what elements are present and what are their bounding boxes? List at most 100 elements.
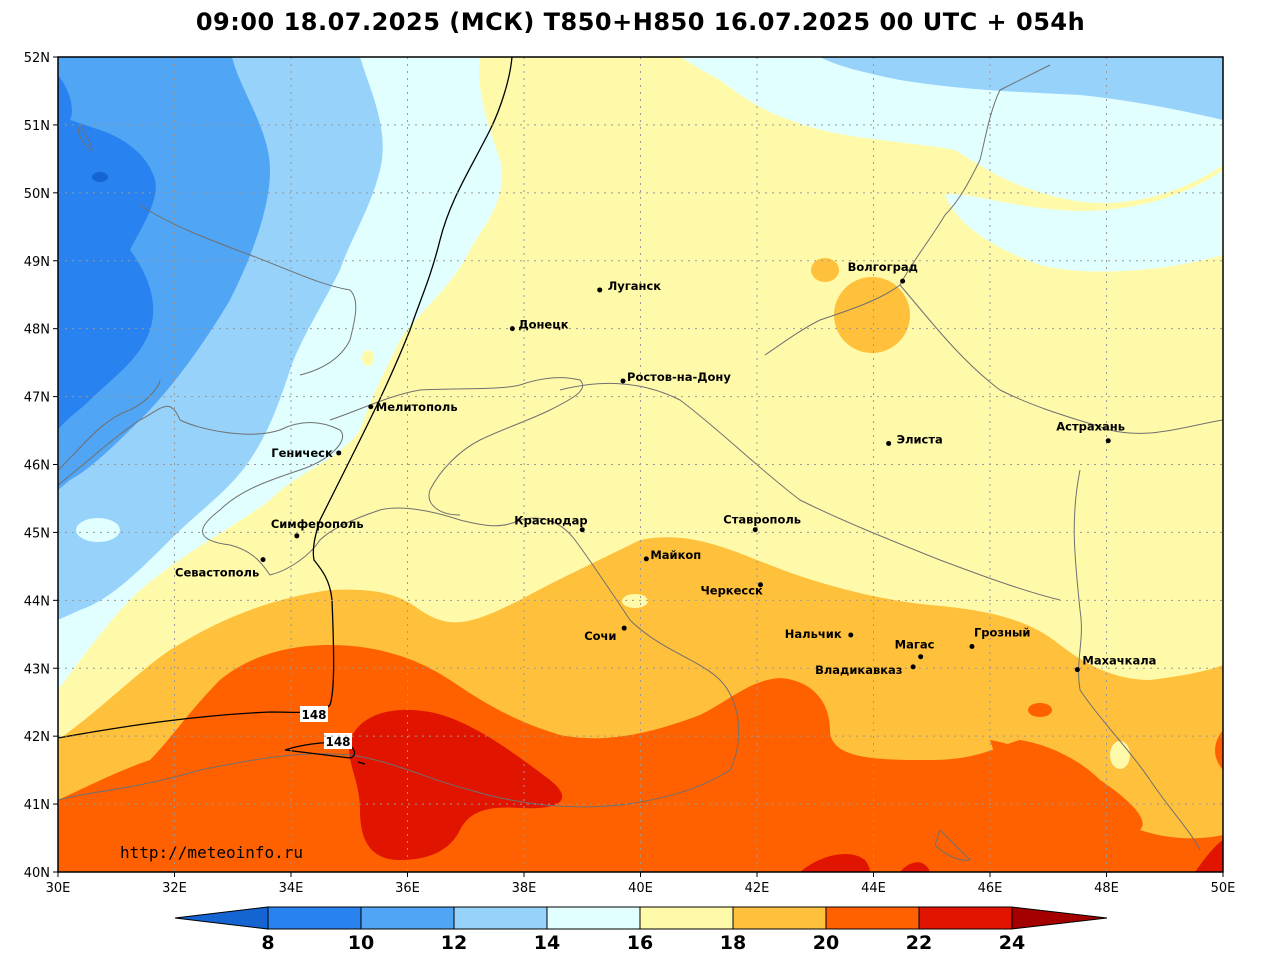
- colorbar: 8 10 12 14 16 18 20 22 24: [174, 906, 1108, 954]
- city-label: Майкоп: [650, 548, 701, 562]
- colorbar-extend-low: [174, 906, 269, 930]
- colorbar-label: 24: [999, 932, 1025, 954]
- lat-label: 45N: [24, 526, 50, 541]
- city-marker: Майкоп: [643, 548, 701, 562]
- city-marker: Грозный: [969, 626, 1030, 650]
- lat-label: 47N: [24, 391, 50, 406]
- lon-label: 38E: [512, 881, 537, 896]
- city-marker: Волгоград: [848, 260, 918, 284]
- lon-label: 30E: [46, 881, 71, 896]
- colorbar-segment: [732, 906, 827, 930]
- colorbar-segment: [267, 906, 362, 930]
- city-label: Ростов-на-Дону: [627, 370, 731, 384]
- city-marker: Мелитополь: [368, 400, 458, 414]
- isohypse-labels: 148 148: [300, 706, 352, 749]
- city-label: Симферополь: [271, 517, 364, 531]
- source-url: http://meteoinfo.ru: [120, 843, 303, 862]
- lat-label: 48N: [24, 323, 50, 338]
- city-dot: [910, 664, 916, 670]
- city-label: Нальчик: [785, 627, 842, 641]
- city-marker: Черкесск: [700, 582, 763, 598]
- city-dot: [260, 557, 266, 563]
- city-label: Севастополь: [175, 566, 259, 580]
- city-dot: [643, 556, 649, 562]
- latitude-labels: 52N 51N 50N 49N 48N 47N 46N 45N 44N 43N 42N 41N 40N: [24, 51, 58, 881]
- city-label: Луганск: [608, 279, 662, 293]
- lat-label: 46N: [24, 459, 50, 474]
- city-marker: Элиста: [886, 432, 943, 446]
- colorbar-label: 16: [627, 932, 653, 954]
- city-dot: [597, 287, 603, 293]
- city-label: Сочи: [584, 629, 616, 643]
- city-label: Волгоград: [848, 260, 918, 274]
- city-dot: [848, 632, 854, 638]
- city-dot: [579, 527, 585, 533]
- city-label: Махачкала: [1082, 654, 1156, 668]
- band-8-10-w: [58, 75, 156, 430]
- lon-label: 42E: [745, 881, 770, 896]
- colorbar-label: 14: [534, 932, 560, 954]
- lon-label: 46E: [978, 881, 1003, 896]
- city-dot: [368, 404, 374, 410]
- colorbar-segment: [546, 906, 641, 930]
- band-22-24: [348, 709, 563, 860]
- lat-label: 40N: [24, 866, 50, 881]
- city-label: Ставрополь: [723, 513, 801, 527]
- city-label: Астрахань: [1056, 420, 1125, 434]
- lat-label: 42N: [24, 730, 50, 745]
- city-markers: Волгоград Луганск Донецк Ростов-на-Дону Мели…: [175, 260, 1156, 677]
- city-label: Грозный: [974, 626, 1031, 640]
- lon-label: 48E: [1094, 881, 1119, 896]
- city-label: Магас: [895, 638, 935, 652]
- lat-label: 49N: [24, 255, 50, 270]
- lat-label: 51N: [24, 119, 50, 134]
- colorbar-extend-high: [1011, 906, 1108, 930]
- city-dot: [1074, 667, 1080, 673]
- city-dot: [621, 625, 627, 631]
- city-marker: Ростов-на-Дону: [620, 370, 731, 384]
- city-dot: [336, 450, 342, 456]
- city-marker: Севастополь: [175, 557, 266, 580]
- city-dot: [752, 527, 758, 533]
- lon-label: 34E: [279, 881, 304, 896]
- city-marker: Астрахань: [1056, 420, 1125, 444]
- city-marker: Геническ: [271, 446, 342, 460]
- city-marker: Махачкала: [1074, 654, 1156, 673]
- colorbar-segment: [918, 906, 1013, 930]
- city-dot: [900, 278, 906, 284]
- isohypse-label: 148: [325, 735, 350, 749]
- isohypse-label: 148: [301, 708, 326, 722]
- city-marker: Сочи: [584, 625, 627, 643]
- colorbar-label: 8: [261, 932, 274, 954]
- city-marker: Луганск: [597, 279, 661, 293]
- city-marker: Магас: [895, 638, 935, 660]
- city-dot: [969, 644, 975, 650]
- lon-label: 36E: [395, 881, 420, 896]
- city-marker: Владикавказ: [815, 663, 916, 677]
- lat-label: 41N: [24, 798, 50, 813]
- city-label: Краснодар: [514, 514, 587, 528]
- colorbar-segment: [453, 906, 548, 930]
- city-marker: Нальчик: [785, 627, 854, 641]
- longitude-labels: 30E 32E 34E 36E 38E 40E 42E 44E 46E 48E 50E: [46, 872, 1236, 896]
- grid-lines: [58, 57, 1223, 872]
- colorbar-label: 20: [813, 932, 839, 954]
- city-dot: [757, 582, 763, 588]
- isohypse-148: [57, 56, 513, 765]
- colorbar-label: 10: [348, 932, 374, 954]
- city-dot: [620, 378, 626, 384]
- lon-label: 40E: [628, 881, 653, 896]
- colorbar-segment: [639, 906, 734, 930]
- colorbar-segment: [360, 906, 455, 930]
- city-label: Геническ: [271, 446, 333, 460]
- city-label: Элиста: [897, 432, 943, 446]
- lon-label: 50E: [1211, 881, 1236, 896]
- coastlines: [58, 64, 1223, 861]
- lon-label: 44E: [861, 881, 886, 896]
- colorbar-label: 18: [720, 932, 746, 954]
- city-marker: Ставрополь: [723, 513, 801, 533]
- city-dot: [294, 533, 300, 539]
- colorbar-label: 12: [441, 932, 467, 954]
- city-marker: Краснодар: [514, 514, 588, 533]
